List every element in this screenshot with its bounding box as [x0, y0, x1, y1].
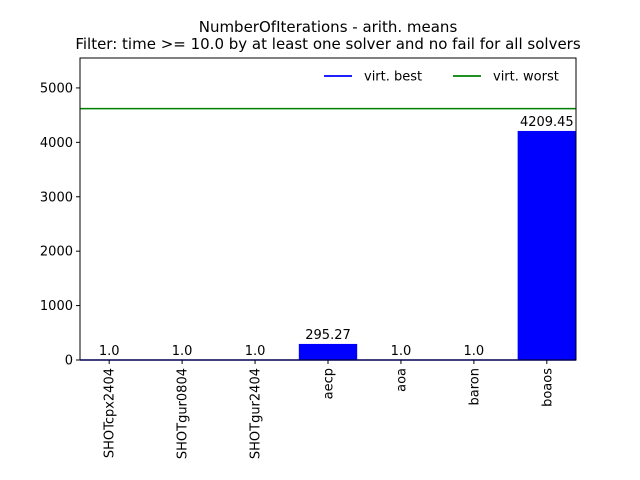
- plot-area: 1.0 1.0 1.0 295.27 1.0 1.0 4209.45 0 1000 2000 300…: [40, 57, 577, 459]
- bar-value-label: 1.0: [391, 344, 412, 359]
- legend-virt-worst-label: virt. worst: [493, 70, 559, 85]
- bar-aecp: [298, 343, 358, 360]
- bar-value-label: 4209.45: [520, 115, 574, 130]
- y-tick-label: 2000: [40, 245, 73, 260]
- x-tick-label: boaos: [540, 368, 555, 407]
- y-tick-label: 4000: [40, 136, 73, 151]
- bar-value-label: 1.0: [172, 344, 193, 359]
- bar-value-label: 295.27: [305, 328, 351, 343]
- bar-value-label: 1.0: [99, 344, 120, 359]
- x-tick-label: aecp: [322, 368, 337, 399]
- y-tick-label: 0: [65, 354, 73, 369]
- x-tick-label: baron: [467, 368, 482, 405]
- x-tick-label: SHOTgur0804: [176, 368, 191, 459]
- y-tick-label: 5000: [40, 81, 73, 96]
- x-tick-label: SHOTgur2404: [249, 368, 264, 459]
- chart-title: NumberOfIterations - arith. means: [199, 18, 458, 36]
- bar-boaos: [517, 130, 576, 360]
- bar-value-label: 1.0: [245, 344, 266, 359]
- axes-frame: [79, 57, 577, 361]
- x-tick-label: aoa: [394, 368, 409, 392]
- y-tick-label: 1000: [40, 299, 73, 314]
- chart-subtitle: Filter: time >= 10.0 by at least one sol…: [75, 35, 581, 53]
- legend-virt-best-label: virt. best: [364, 70, 422, 85]
- y-tick-label: 3000: [40, 190, 73, 205]
- x-tick-label: SHOTcpx2404: [103, 368, 118, 458]
- bar-value-label: 1.0: [464, 344, 485, 359]
